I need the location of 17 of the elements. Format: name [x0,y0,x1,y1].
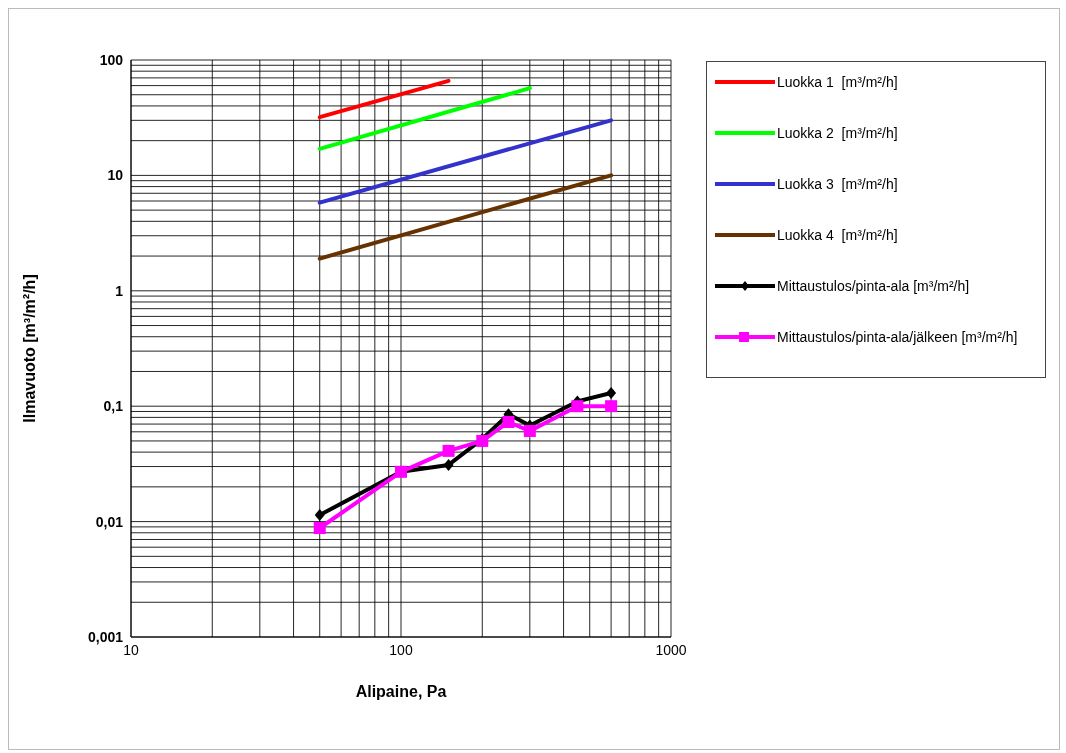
y-tick-label: 0,01 [95,513,124,530]
legend-label: Luokka 3 [m³/m²/h] [777,176,899,193]
legend-label: Luokka 4 [m³/m²/h] [777,227,899,244]
y-tick-label: 10 [107,167,124,184]
y-tick-label: 1 [115,282,124,299]
y-tick-label: 0,001 [87,628,124,645]
y-tick-label: 0,1 [103,398,124,415]
legend-label: Luokka 1 [m³/m²/h] [777,74,899,91]
x-axis-title: Alipaine, Pa [355,683,447,700]
y-axis-title: Ilmavuoto [m³/m²/h] [20,274,38,423]
x-tick-label: 100 [389,641,413,658]
legend-label: Luokka 2 [m³/m²/h] [777,125,899,142]
x-tick-label: 1000 [655,641,687,658]
legend-label: Mittaustulos/pinta-ala [m³/m²/h] [777,278,971,295]
x-tick-label: 10 [123,641,139,658]
y-tick-label: 100 [99,51,124,68]
legend-label: Mittaustulos/pinta-ala/jälkeen [m³/m²/h] [777,329,1019,346]
